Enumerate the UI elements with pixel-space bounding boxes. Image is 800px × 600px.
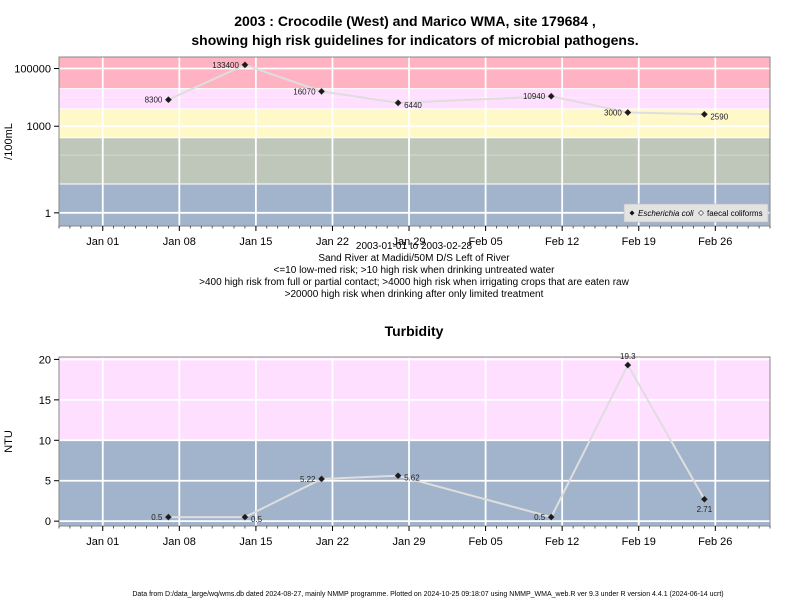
legend-label-faecal: faecal coliforms: [707, 209, 763, 218]
x-tick-label: Jan 22: [316, 236, 349, 248]
risk-band: [59, 440, 770, 526]
x-tick-label: Feb 05: [468, 536, 502, 548]
chart2-plot: Jan 01 Jan 08 Jan 15 Jan 22 Jan 29 Feb 05 Feb …: [3, 352, 771, 548]
x-tick-label: Feb 19: [622, 236, 656, 248]
y-tick-label: 10: [39, 435, 51, 447]
plot-frame: [58, 56, 771, 227]
data-point-marker: [547, 92, 555, 100]
y-axis-label: /100mL: [3, 123, 15, 160]
x-tick-label: Feb 12: [545, 236, 579, 248]
x-tick-label: Feb 12: [545, 536, 579, 548]
data-point-marker: [394, 99, 402, 107]
data-point-marker: [547, 513, 555, 521]
data-point-label: 19.3: [620, 352, 636, 361]
y-tick-label: 1000: [27, 121, 51, 133]
data-point-label: 16070: [293, 87, 316, 96]
data-point-marker: [624, 108, 632, 117]
plot-frame: [58, 356, 771, 527]
chart1-subtitle-4: >400 high risk from full or partial cont…: [199, 277, 629, 288]
chart1-title-line1: 2003 : Crocodile (West) and Marico WMA, …: [234, 13, 596, 29]
data-point-label: 3000: [604, 108, 622, 117]
x-tick-label: Jan 08: [163, 536, 196, 548]
chart1-title-line2: showing high risk guidelines for indicat…: [191, 32, 638, 48]
x-tick-label: Feb 19: [622, 536, 656, 548]
data-point-marker: [241, 61, 249, 69]
data-point-marker: [317, 87, 326, 95]
x-tick-label: Jan 01: [86, 536, 119, 548]
data-point-label: 0.5: [151, 513, 163, 522]
y-tick-label: 20: [39, 354, 51, 366]
data-point-marker: [317, 475, 326, 483]
data-point-label: 2590: [710, 112, 728, 121]
legend-label-ecoli: Escherichia coli: [638, 209, 694, 218]
x-tick-label: Jan 15: [239, 536, 272, 548]
y-axis-label: NTU: [3, 430, 15, 453]
data-point-marker: [164, 96, 172, 104]
x-tick-label: Jan 15: [239, 236, 272, 248]
data-point-marker: [624, 361, 632, 369]
y-tick-label: 0: [45, 516, 51, 528]
data-point-label: 0.5: [534, 513, 546, 522]
legend-marker-ecoli: [629, 210, 635, 216]
data-point-marker: [700, 110, 708, 118]
risk-band: [59, 88, 770, 109]
y-tick-label: 5: [45, 476, 51, 488]
y-tick-label: 15: [39, 395, 51, 407]
legend-box: [623, 203, 769, 223]
chart1-subtitle-3: <=10 low-med risk; >10 high risk when dr…: [274, 265, 556, 276]
risk-band: [59, 357, 770, 441]
y-tick-label: 100000: [14, 63, 51, 75]
legend-marker-faecal: [698, 210, 704, 216]
chart1-subtitle-5: >20000 high risk when drinking after onl…: [285, 289, 544, 300]
x-tick-label: Jan 22: [316, 536, 349, 548]
x-tick-label: Jan 08: [163, 236, 196, 248]
risk-band: [59, 57, 770, 89]
data-point-marker: [241, 513, 249, 521]
data-point-label: 2.71: [697, 505, 713, 514]
risk-band: [59, 137, 770, 184]
data-point-label: 5.62: [404, 474, 420, 483]
data-point-label: 0.5: [251, 515, 263, 524]
data-point-label: 5.22: [300, 475, 316, 484]
data-point-label: 6440: [404, 101, 422, 110]
x-tick-label: Jan 29: [393, 236, 426, 248]
data-point-label: 133400: [212, 61, 239, 70]
data-point-label: 10940: [523, 92, 546, 101]
x-tick-label: Feb 26: [698, 536, 732, 548]
data-point-label: 8300: [145, 96, 163, 105]
chart2-title: Turbidity: [385, 323, 444, 339]
y-tick-label: 1: [45, 208, 51, 220]
x-tick-label: Jan 01: [86, 236, 119, 248]
x-tick-label: Feb 05: [468, 236, 502, 248]
data-point-marker: [394, 472, 402, 480]
chart1-plot: Jan 01 Jan 08 Jan 15 Jan 22 Jan 29 Feb 05 Feb …: [3, 56, 771, 248]
footer-note: Data from D:/data_large/wq/wms.db dated …: [132, 591, 723, 598]
chart1-subtitle-2: Sand River at Madidi/50M D/S Left of Riv…: [318, 253, 510, 264]
x-tick-label: Jan 29: [393, 536, 426, 548]
data-point-marker: [164, 513, 172, 521]
data-point-marker: [700, 495, 708, 503]
x-tick-label: Feb 26: [698, 236, 732, 248]
chart1-subtitle-1: 2003-01-01 to 2003-02-28: [356, 241, 473, 252]
